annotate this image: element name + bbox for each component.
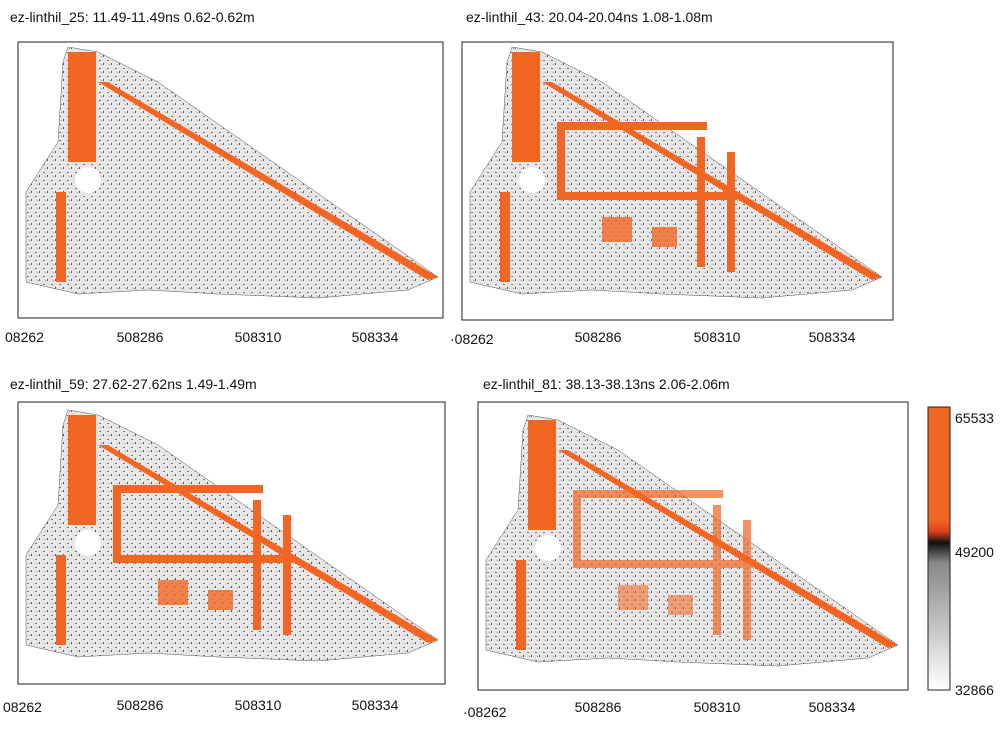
colorbar-scale [927,406,951,691]
frame [461,41,894,321]
x-tick-label: ·08262 [463,704,507,720]
panel-title: ez-linthil_43: 20.04-20.04ns 1.08-1.08m [466,9,713,25]
x-tick-label: 508334 [352,697,399,713]
x-tick-label: ·08262 [450,331,494,347]
x-tick-label: 508286 [575,699,622,715]
panel-title: ez-linthil_25: 11.49-11.49ns 0.62-0.62m [10,9,255,25]
x-tick-label: 08262 [3,699,42,715]
x-tick-label: 508310 [694,699,741,715]
frame [17,41,444,319]
colorbar: 65533 49200 32866 [927,406,994,698]
panel: ez-linthil_81: 38.13-38.13ns 2.06-2.06m … [463,376,909,720]
panel: ez-linthil_25: 11.49-11.49ns 0.62-0.62m … [5,9,444,345]
x-tick-label: 508286 [117,697,164,713]
radar-image [469,46,883,299]
x-tick-label: 08262 [5,329,44,345]
frame [477,401,909,691]
panel-title: ez-linthil_59: 27.62-27.62ns 1.49-1.49m [10,376,257,392]
x-tick-label: 508286 [575,329,622,345]
radar-image [485,414,899,667]
x-tick-label: 508334 [809,329,856,345]
radar-image [25,409,439,662]
colorbar-label: 65533 [955,410,994,426]
x-tick-label: 508310 [235,329,282,345]
x-tick-label: 508310 [235,697,282,713]
frame [17,401,446,685]
colorbar-label: 32866 [955,682,994,698]
radar-image [25,46,439,299]
colorbar-label: 49200 [955,544,994,560]
panel: ez-linthil_59: 27.62-27.62ns 1.49-1.49m … [3,376,446,715]
panel-title: ez-linthil_81: 38.13-38.13ns 2.06-2.06m [483,376,730,392]
x-tick-label: 508334 [352,329,399,345]
x-tick-label: 508286 [117,329,164,345]
x-tick-label: 508334 [809,699,856,715]
panel: ez-linthil_43: 20.04-20.04ns 1.08-1.08m … [450,9,894,347]
x-tick-label: 508310 [694,329,741,345]
